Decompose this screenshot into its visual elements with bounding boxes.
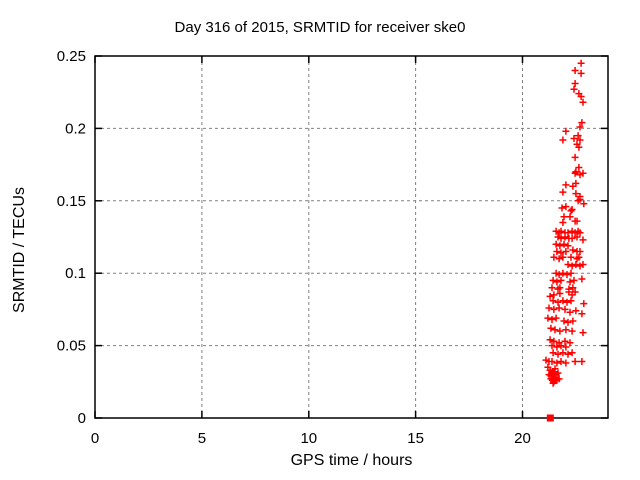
x-tick-label: 15	[407, 430, 424, 447]
chart-title: Day 316 of 2015, SRMTID for receiver ske…	[174, 19, 466, 36]
y-tick-label: 0.25	[57, 48, 86, 65]
x-tick-label: 10	[300, 430, 317, 447]
x-tick-label: 5	[198, 430, 206, 447]
x-tick-label: 20	[514, 430, 531, 447]
y-tick-label: 0.1	[65, 265, 86, 282]
y-tick-label: 0	[78, 410, 86, 427]
y-tick-label: 0.05	[57, 338, 86, 355]
zero-marker	[546, 414, 554, 422]
x-axis-label: GPS time / hours	[290, 452, 413, 469]
x-tick-label: 0	[91, 430, 99, 447]
y-tick-label: 0.15	[57, 193, 86, 210]
plot-border	[94, 55, 609, 419]
data-points	[542, 59, 588, 387]
y-tick-label: 0.2	[65, 120, 86, 137]
